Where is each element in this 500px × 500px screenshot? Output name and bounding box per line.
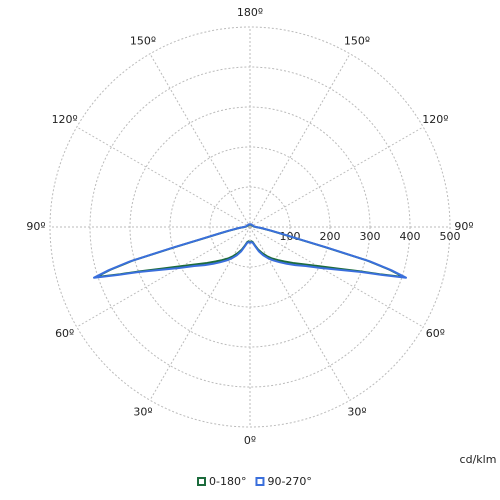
grid-spoke (76, 126, 251, 228)
r-tick-label: 300 (360, 230, 381, 243)
legend-swatch (197, 477, 206, 486)
grid-spoke (249, 126, 424, 228)
grid-spoke (249, 53, 351, 228)
angle-label: 30º (133, 405, 152, 418)
angle-label: 60º (426, 327, 445, 340)
legend-swatch (255, 477, 265, 486)
angle-label: 60º (55, 327, 74, 340)
angle-label: 150º (344, 35, 370, 48)
angle-label: 120º (422, 113, 448, 126)
grid-spoke (76, 226, 251, 328)
unit-label: cd/klm (460, 453, 497, 466)
grid-spoke (249, 226, 351, 401)
angle-label: 30º (347, 405, 366, 418)
grid-ring (49, 26, 451, 428)
curve (93, 222, 251, 279)
grid-spoke (249, 226, 424, 328)
angle-label: 0º (244, 434, 256, 447)
r-tick-label: 500 (440, 230, 461, 243)
legend-label: 90-270° (267, 475, 311, 488)
grid-spoke (149, 226, 251, 401)
curve (249, 222, 407, 279)
angle-label: 90º (454, 220, 473, 233)
angle-label: 90º (26, 220, 45, 233)
angle-label: 180º (237, 6, 263, 19)
angle-label: 150º (130, 35, 156, 48)
r-tick-label: 200 (320, 230, 341, 243)
angle-label: 120º (52, 113, 78, 126)
grid-spoke (149, 53, 251, 228)
legend-label: 0-180° (209, 475, 246, 488)
r-tick-label: 400 (400, 230, 421, 243)
